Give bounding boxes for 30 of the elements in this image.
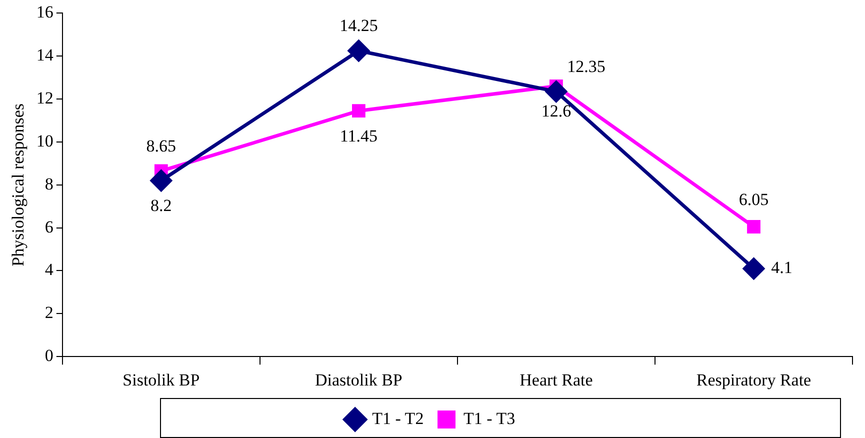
y-tick-label: 12 <box>36 88 54 108</box>
y-tick-label: 14 <box>36 46 54 65</box>
point <box>352 104 366 118</box>
point <box>747 220 760 234</box>
data-label: 12.35 <box>567 57 606 76</box>
point <box>348 40 370 62</box>
x-tick-label: Respiratory Rate <box>696 370 812 390</box>
y-tick-label: 4 <box>44 260 54 280</box>
point <box>150 170 172 192</box>
data-label: 14.25 <box>340 16 378 36</box>
y-tick-label: 10 <box>36 131 54 150</box>
data-label: 12.6 <box>541 102 572 121</box>
y-axis-title: Physiological responses <box>8 103 28 266</box>
data-label: 8.65 <box>146 136 176 156</box>
y-tick-label: 8 <box>44 174 54 194</box>
legend-label: T1 - T2 <box>372 408 424 428</box>
y-tick-label: 6 <box>44 217 54 236</box>
data-label: 11.45 <box>340 126 378 146</box>
data-label: 6.05 <box>738 190 769 210</box>
point <box>545 80 567 102</box>
y-tick-label: 2 <box>44 303 54 322</box>
x-tick-label: Sistolik BP <box>122 370 200 390</box>
legend-label: T1 - T3 <box>464 408 516 428</box>
point <box>742 258 764 280</box>
y-tick-label: 16 <box>36 2 54 22</box>
data-label: 8.2 <box>150 196 172 216</box>
x-tick-label: Heart Rate <box>520 370 593 390</box>
data-label: 4.1 <box>771 258 792 278</box>
x-tick-label: Diastolik BP <box>315 370 402 390</box>
y-tick-label: 0 <box>44 346 54 366</box>
